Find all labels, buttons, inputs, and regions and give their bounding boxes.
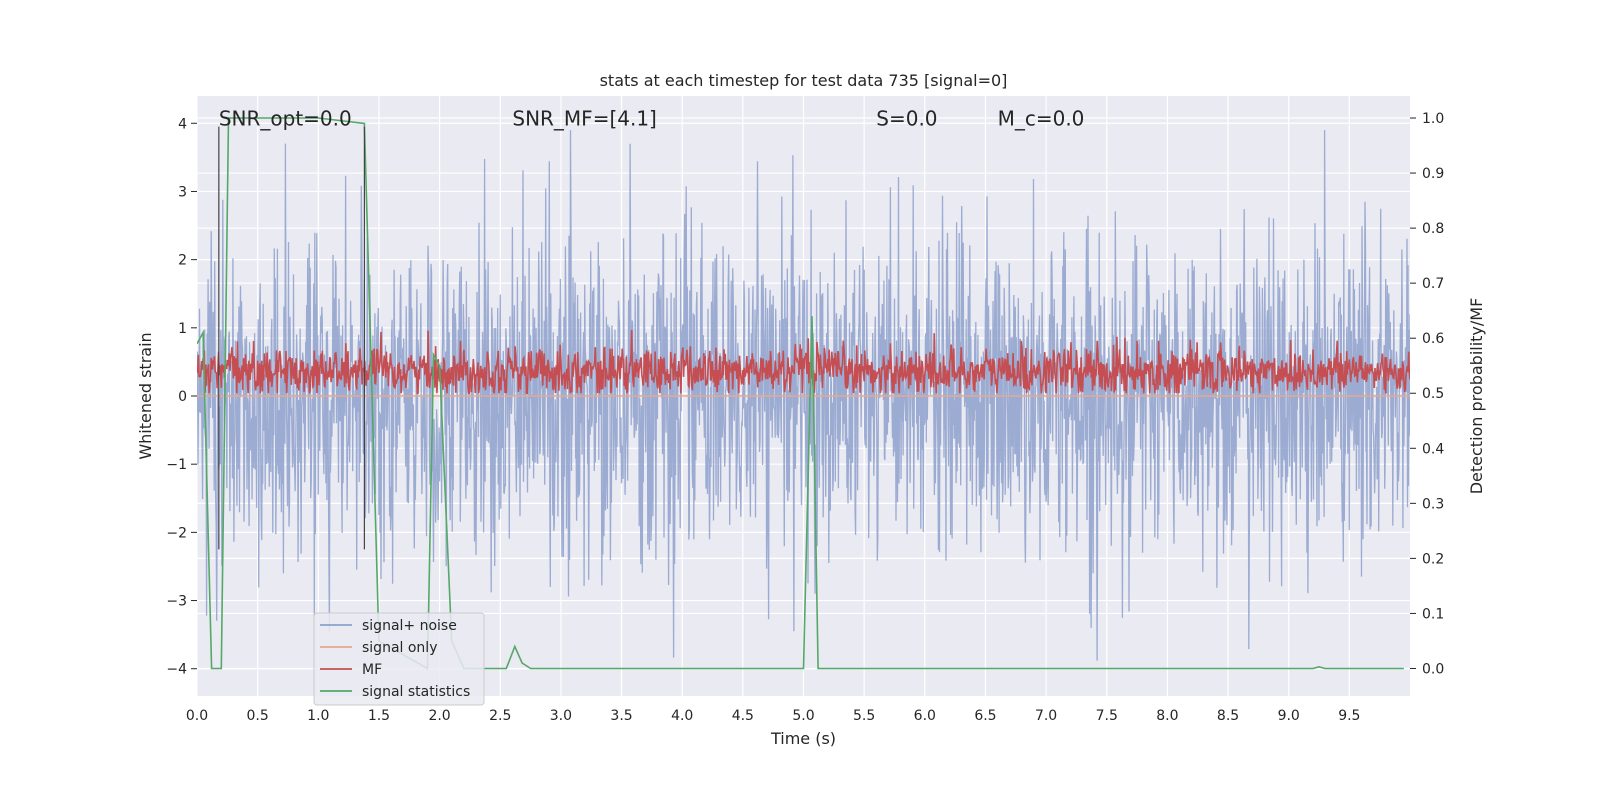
annotation-s: S=0.0: [876, 106, 937, 130]
x-tick-label: 7.5: [1096, 708, 1118, 724]
x-tick-label: 1.0: [307, 708, 329, 724]
x-axis-label: Time (s): [770, 729, 836, 748]
y2-tick-label: 0.6: [1422, 331, 1444, 347]
y2-tick-label: 0.3: [1422, 496, 1444, 512]
x-tick-label: 8.5: [1217, 708, 1239, 724]
vertical-markers: [218, 126, 365, 550]
x-tick-label: 4.0: [671, 708, 693, 724]
y-tick-label: 1: [178, 321, 187, 337]
legend-label: signal+ noise: [362, 618, 457, 634]
y2-tick-label: 0.7: [1422, 276, 1444, 292]
y2-tick-label: 1.0: [1422, 111, 1444, 127]
legend: signal+ noise signal only MF signal statist…: [313, 612, 485, 706]
x-tick-label: 2.5: [489, 708, 511, 724]
x-tick-label: 2.0: [428, 708, 450, 724]
y-axis-ticks: 4 3 2 1 0 −1 −2 −3 −4: [166, 116, 197, 678]
x-tick-label: 8.0: [1156, 708, 1178, 724]
y-tick-label: 3: [178, 184, 187, 200]
y2-tick-label: 0.4: [1422, 441, 1444, 457]
x-tick-label: 0.5: [247, 708, 269, 724]
x-axis-ticks: 0.0 0.5 1.0 1.5 2.0 2.5 3.0 3.5 4.0 4.5 5.0 5.5 6.0 6…: [186, 708, 1361, 724]
x-tick-label: 4.5: [732, 708, 754, 724]
series-line-mf: [197, 329, 1410, 394]
y2-tick-label: 0.2: [1422, 551, 1444, 567]
x-tick-label: 3.5: [610, 708, 632, 724]
y2-axis-ticks: 1.0 0.9 0.8 0.7 0.6 0.5 0.4 0.3 0.2 0.1 0.0: [1410, 111, 1444, 677]
legend-label: signal only: [362, 640, 437, 656]
y-tick-label: −4: [166, 662, 187, 678]
y2-axis-label: Detection probability/MF: [1467, 298, 1486, 495]
y-tick-label: −2: [166, 525, 187, 541]
y2-tick-label: 0.1: [1422, 606, 1444, 622]
y-tick-label: −1: [166, 457, 187, 473]
x-tick-label: 0.0: [186, 708, 208, 724]
x-tick-label: 5.5: [853, 708, 875, 724]
y2-tick-label: 0.9: [1422, 166, 1444, 182]
legend-label: MF: [362, 662, 382, 678]
y2-tick-label: 0.0: [1422, 661, 1444, 677]
x-tick-label: 6.5: [974, 708, 996, 724]
legend-box: [313, 612, 485, 706]
x-tick-label: 6.0: [914, 708, 936, 724]
y-tick-label: 0: [178, 389, 187, 405]
series-line-signal-noise: [197, 130, 1410, 661]
x-tick-label: 9.5: [1338, 708, 1360, 724]
chart-title: stats at each timestep for test data 735…: [600, 71, 1008, 90]
x-tick-label: 1.5: [368, 708, 390, 724]
y-axis-label: Whitened strain: [136, 332, 155, 459]
x-tick-label: 9.0: [1278, 708, 1300, 724]
y2-tick-label: 0.8: [1422, 221, 1444, 237]
annotation-mc: M_c=0.0: [998, 106, 1085, 130]
annotations: SNR_opt=0.0 SNR_MF=[4.1] S=0.0 M_c=0.0: [219, 106, 1085, 130]
x-tick-label: 3.0: [550, 708, 572, 724]
annotation-snr-mf: SNR_MF=[4.1]: [512, 106, 656, 130]
annotation-snr-opt: SNR_opt=0.0: [219, 106, 352, 130]
legend-label: signal statistics: [362, 684, 470, 700]
y2-tick-label: 0.5: [1422, 386, 1444, 402]
x-tick-label: 5.0: [792, 708, 814, 724]
y-tick-label: 4: [178, 116, 187, 132]
y-tick-label: −3: [166, 594, 187, 610]
x-tick-label: 7.0: [1035, 708, 1057, 724]
y-tick-label: 2: [178, 253, 187, 269]
